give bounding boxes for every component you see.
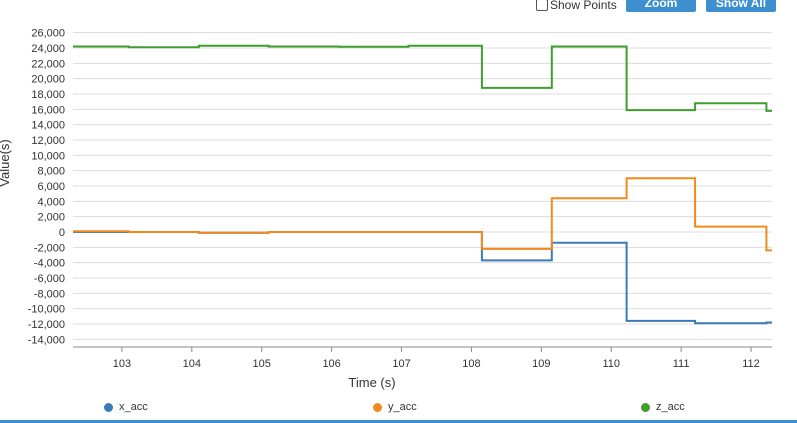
y-tick-label: -6,000 [34,273,65,285]
show-points-label: Show Points [550,0,617,12]
y-tick-label: -8,000 [34,288,65,300]
series-line-y-acc[interactable] [73,177,772,252]
show-points-toggle[interactable]: Show Points [536,0,617,12]
show-all-button[interactable]: Show All [706,0,776,12]
x-tick-label: 111 [673,358,690,370]
x-tick-label: 108 [462,358,480,370]
x-axis-label: Time (s) [348,375,395,390]
legend-item-y-acc[interactable]: y_acc [373,401,417,413]
y-axis-label: Value(s) [0,139,12,186]
legend-label-y-acc: y_acc [388,401,417,413]
y-tick-label: -2,000 [34,242,65,254]
series-group [73,44,772,325]
x-tick-label: 107 [392,358,410,370]
legend-item-z-acc[interactable]: z_acc [641,401,685,413]
y-tick-label: 8,000 [37,166,65,178]
y-tick-label: 4,000 [37,196,65,208]
chart-legend: x_acc y_acc z_acc [0,400,797,418]
x-tick-label: 109 [532,358,550,370]
y-tick-label: 26,000 [31,28,65,40]
series-line-z-acc[interactable] [73,44,772,112]
legend-dot-z-acc [641,402,650,412]
y-tick-label: 2,000 [37,212,65,224]
x-tick-label: 112 [742,358,760,370]
y-tick-label: 18,000 [31,89,65,101]
y-tick-label: 12,000 [31,135,65,147]
y-tick-label: 0 [59,227,65,239]
line-chart[interactable]: 26,000 24,000 22,000 20,000 18,000 16,000 14,0… [0,0,797,400]
x-tick-label: 110 [602,358,620,370]
x-tick-label: 105 [253,358,271,370]
y-tick-label: 14,000 [31,120,65,132]
y-tick-label: 22,000 [31,58,65,70]
y-tick-label: -12,000 [28,319,65,331]
legend-dot-x-acc [104,402,113,412]
zoom-button[interactable]: Zoom [626,0,696,12]
y-tick-label: -14,000 [28,334,65,346]
y-tick-label: 16,000 [31,104,65,116]
legend-dot-y-acc [373,402,382,412]
x-tick-label: 103 [113,358,131,370]
y-tick-label: 20,000 [31,74,65,86]
bottom-border [0,420,797,423]
chart-toolbar: Show Points Zoom Show All [0,0,797,14]
legend-label-x-acc: x_acc [119,401,148,413]
y-tick-label: 6,000 [37,181,65,193]
y-tick-label: -4,000 [34,258,65,270]
legend-label-z-acc: z_acc [656,401,685,413]
y-axis-ticks: 26,000 24,000 22,000 20,000 18,000 16,000 14,0… [28,28,65,347]
x-axis-ticks: 103 104 105 106 107 108 109 110 111 112 [113,347,760,370]
show-points-checkbox[interactable] [536,0,548,11]
y-tick-label: 24,000 [31,43,65,55]
x-tick-label: 106 [322,358,340,370]
grid-lines [73,32,772,340]
legend-item-x-acc[interactable]: x_acc [104,401,148,413]
y-tick-label: -10,000 [28,304,65,316]
x-tick-label: 104 [183,358,201,370]
y-tick-label: 10,000 [31,150,65,162]
